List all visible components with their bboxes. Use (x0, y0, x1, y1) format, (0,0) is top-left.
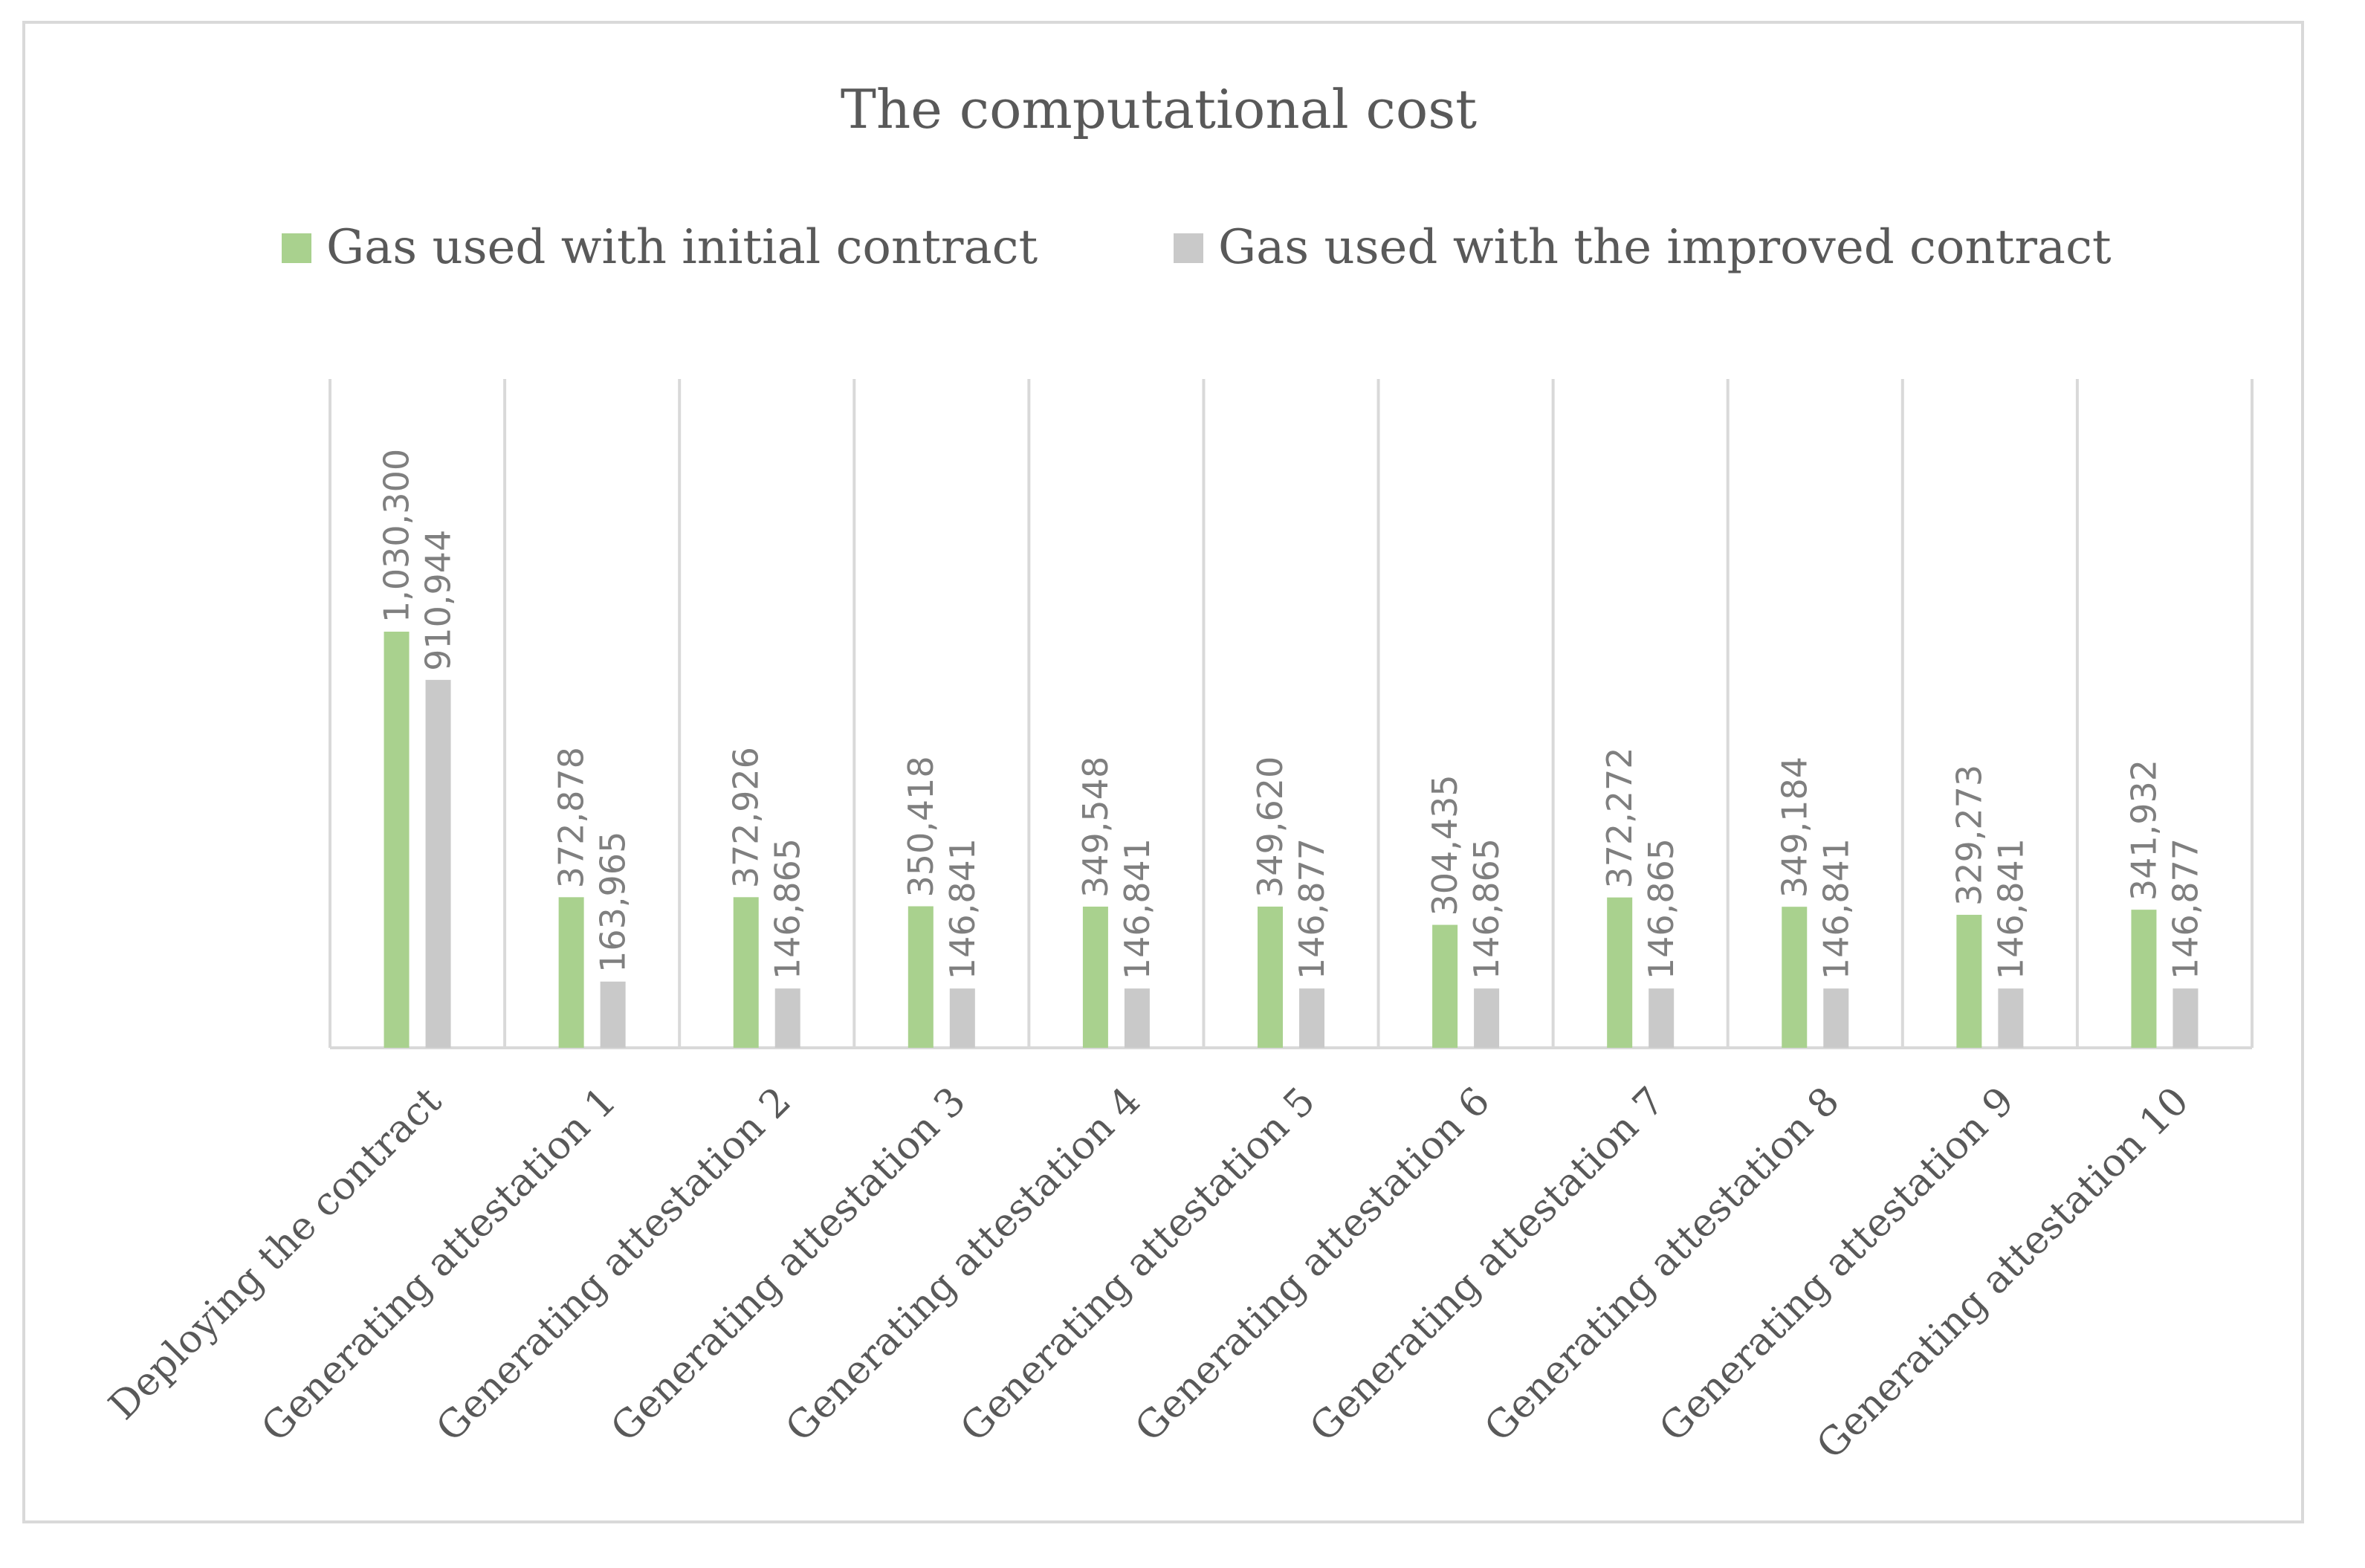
bar-initial-6 (1258, 906, 1283, 1048)
gridlines (329, 379, 2254, 1049)
data-label: 146,877 (2165, 838, 2205, 979)
bar-initial-5 (1082, 907, 1108, 1048)
bar-improved-8 (1649, 988, 1675, 1048)
category-label: Generating attestation 10 (1808, 1079, 2198, 1468)
bars (384, 632, 2199, 1048)
legend-label: Gas used with initial contract (326, 220, 1038, 275)
data-label: 146,865 (768, 838, 808, 979)
bar-improved-7 (1474, 988, 1500, 1048)
category-label: Generating attestation 4 (777, 1079, 1149, 1451)
bar-initial-10 (1956, 915, 1982, 1048)
data-label: 304,435 (1425, 774, 1465, 916)
bar-improved-4 (949, 988, 975, 1048)
data-label: 146,865 (1466, 838, 1507, 979)
category-label: Generating attestation 1 (253, 1079, 625, 1451)
bar-initial-9 (1782, 907, 1808, 1048)
bar-improved-3 (774, 988, 800, 1048)
data-label: 910,944 (418, 530, 459, 671)
data-label: 349,620 (1250, 757, 1290, 898)
data-label: 163,965 (593, 832, 633, 973)
data-labels: 1,030,300 910,944372,878163,965372,926146… (377, 449, 2206, 979)
bar-improved-6 (1299, 988, 1324, 1048)
chart-frame: The computational cost Gas used with ini… (22, 21, 2304, 1523)
data-label: 349,548 (1075, 757, 1116, 898)
category-label: Generating attestation 7 (1301, 1079, 1673, 1451)
data-label: 372,926 (726, 747, 766, 888)
category-label: Generating attestation 2 (428, 1079, 800, 1451)
bar-initial-4 (908, 906, 934, 1048)
bar-initial-2 (558, 897, 584, 1048)
bar-initial-3 (733, 897, 759, 1048)
legend: Gas used with initial contract Gas used w… (282, 220, 2112, 275)
category-label: Generating attestation 3 (603, 1079, 974, 1451)
legend-swatch (282, 233, 311, 263)
data-label: 146,841 (942, 838, 983, 979)
data-label: 146,841 (1816, 838, 1856, 979)
bar-improved-11 (2172, 988, 2199, 1048)
data-label: 146,841 (1990, 838, 2031, 979)
bar-initial-11 (2131, 910, 2157, 1048)
category-label: Generating attestation 9 (1651, 1079, 2022, 1451)
bar-improved-9 (1823, 988, 1849, 1048)
bar-initial-8 (1607, 897, 1633, 1048)
category-label: Generating attestation 5 (952, 1079, 1324, 1451)
data-label: 350,418 (901, 756, 941, 897)
bar-improved-1 (425, 679, 451, 1048)
data-label: 349,184 (1774, 757, 1814, 898)
bar-improved-5 (1124, 988, 1150, 1048)
legend-label: Gas used with the improved contract (1218, 220, 2112, 275)
data-label: 329,273 (1949, 765, 1989, 906)
bar-initial-7 (1432, 924, 1458, 1048)
data-label: 146,865 (1641, 838, 1681, 979)
data-label: 146,841 (1117, 838, 1157, 979)
legend-swatch (1174, 233, 1203, 263)
bar-improved-10 (1998, 988, 2024, 1048)
category-label: Generating attestation 8 (1476, 1079, 1848, 1451)
bar-initial-1 (384, 632, 410, 1048)
chart-title: The computational cost (841, 78, 1477, 140)
category-label: Generating attestation 6 (1127, 1079, 1498, 1451)
data-label: 372,878 (551, 747, 592, 888)
data-label: 372,272 (1599, 747, 1640, 888)
data-label: 341,932 (2123, 759, 2164, 901)
bar-improved-2 (600, 981, 626, 1048)
bar-chart: The computational cost Gas used with ini… (100, 78, 2254, 1468)
data-label: 146,877 (1292, 838, 1332, 979)
category-label: Deploying the contract (100, 1079, 450, 1429)
data-label: 1,030,300 (377, 449, 417, 623)
